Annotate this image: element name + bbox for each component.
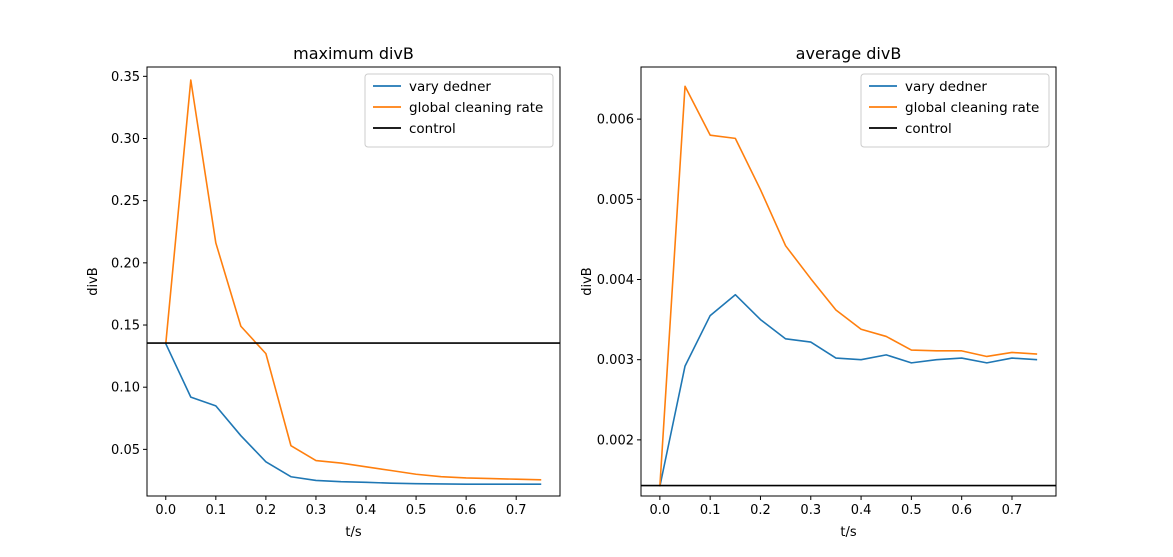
axes-frame — [146, 66, 561, 497]
y-tick-label: 0.35 — [111, 70, 140, 85]
y-axis-label: divB — [86, 267, 101, 295]
x-tick-label: 0.7 — [1002, 503, 1023, 518]
series-line-global-cleaning-rate — [659, 85, 1038, 487]
x-tick-label: 0.4 — [851, 503, 872, 518]
legend: vary dedner global cleaning rate control — [364, 73, 554, 148]
y-tick-label: 0.30 — [111, 132, 140, 147]
y-axis-label: divB — [580, 267, 595, 295]
x-tick-label: 0.2 — [256, 503, 277, 518]
chart-title: average divB — [796, 44, 902, 63]
x-tick-label: 0.2 — [750, 503, 771, 518]
x-tick-label: 0.1 — [700, 503, 721, 518]
legend-entry: control — [905, 121, 952, 137]
chart-panel-1: maximum divB 0.0 0.1 0.2 0.3 0.4 0.5 0.6 0.7 0.05… — [86, 44, 561, 540]
legend-entry: vary dedner — [905, 79, 987, 95]
y-tick-label: 0.002 — [597, 433, 634, 448]
x-axis-label: t/s — [840, 525, 856, 540]
x-tick-label: 0.5 — [901, 503, 922, 518]
x-tick-label: 0.0 — [155, 503, 176, 518]
legend-box — [860, 73, 1050, 148]
x-tick-label: 0.1 — [205, 503, 226, 518]
legend-entry: control — [409, 121, 456, 137]
series-line-vary-dedner — [659, 293, 1038, 487]
chart-title: maximum divB — [293, 44, 414, 63]
y-tick-label: 0.25 — [111, 194, 140, 209]
y-tick-label: 0.20 — [111, 256, 140, 271]
x-axis-label: t/s — [345, 525, 361, 540]
x-tick-label: 0.0 — [650, 503, 671, 518]
legend-box — [364, 73, 554, 148]
x-tick-label: 0.7 — [506, 503, 527, 518]
y-tick-label: 0.15 — [111, 319, 140, 334]
y-tick-label: 0.05 — [111, 443, 140, 458]
x-tick-label: 0.6 — [951, 503, 972, 518]
y-tick-label: 0.10 — [111, 381, 140, 396]
series-line-vary-dedner — [165, 343, 542, 485]
y-tick-label: 0.004 — [597, 273, 634, 288]
x-tick-label: 0.3 — [800, 503, 821, 518]
legend-entry: vary dedner — [409, 79, 491, 95]
legend: vary dedner global cleaning rate control — [860, 73, 1050, 148]
x-tick-label: 0.3 — [306, 503, 327, 518]
y-tick-label: 0.003 — [597, 353, 634, 368]
x-tick-label: 0.6 — [456, 503, 477, 518]
y-tick-label: 0.005 — [597, 193, 634, 208]
x-tick-label: 0.4 — [356, 503, 377, 518]
legend-entry: global cleaning rate — [409, 100, 543, 116]
legend-entry: global cleaning rate — [905, 100, 1039, 116]
chart-panel-2: average divB 0.0 0.1 0.2 0.3 0.4 0.5 0.6 0.7 0.00… — [580, 44, 1057, 540]
series-line-global-cleaning-rate — [164, 79, 542, 481]
y-tick-label: 0.006 — [597, 113, 634, 128]
axes-frame — [640, 66, 1057, 497]
x-tick-label: 0.5 — [406, 503, 427, 518]
